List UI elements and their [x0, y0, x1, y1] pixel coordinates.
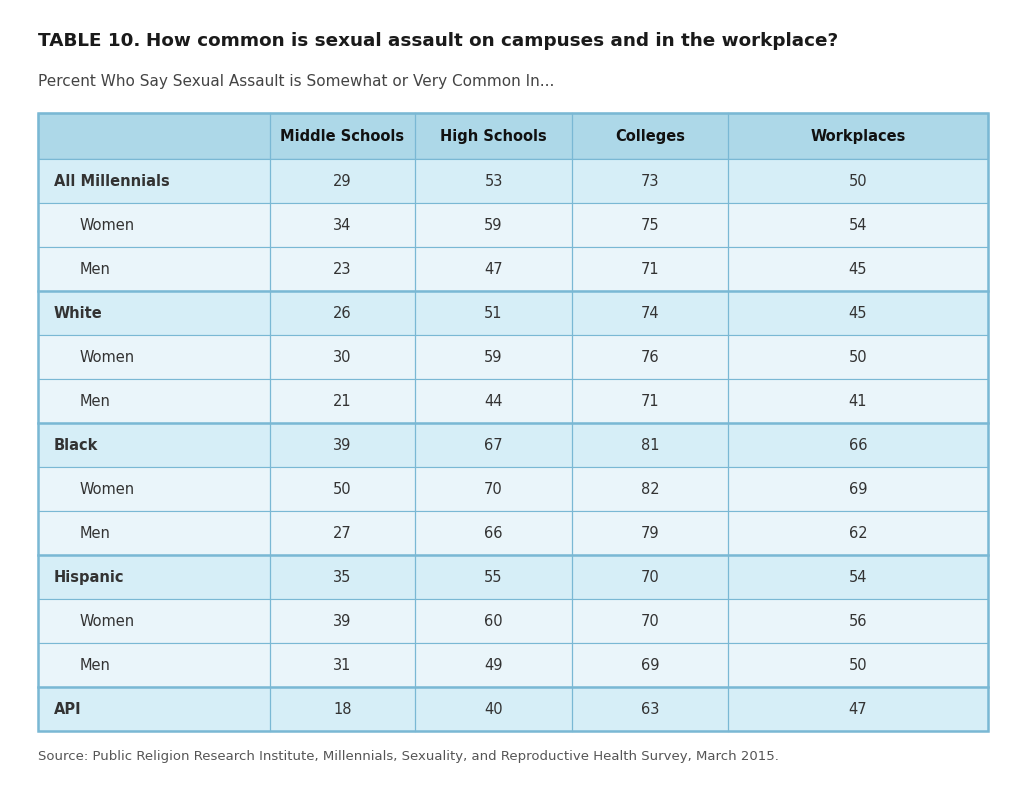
Text: 41: 41: [849, 394, 867, 409]
Text: 49: 49: [484, 658, 503, 673]
Text: Women: Women: [80, 482, 135, 497]
Text: 39: 39: [334, 438, 351, 453]
Text: White: White: [54, 306, 102, 321]
Bar: [38, 643, 988, 687]
Text: 69: 69: [641, 658, 659, 673]
Text: 73: 73: [641, 174, 659, 190]
Text: 67: 67: [484, 438, 503, 453]
Text: 82: 82: [641, 482, 659, 497]
Bar: [38, 556, 988, 599]
Bar: [38, 291, 988, 336]
Text: 62: 62: [849, 526, 867, 541]
Text: How common is sexual assault on campuses and in the workplace?: How common is sexual assault on campuses…: [145, 32, 838, 50]
Text: 54: 54: [849, 218, 867, 233]
Text: 26: 26: [333, 306, 352, 321]
Text: 63: 63: [641, 702, 659, 716]
Text: Colleges: Colleges: [615, 129, 685, 145]
Text: 45: 45: [849, 306, 867, 321]
Text: Men: Men: [80, 394, 111, 409]
Text: 31: 31: [334, 658, 351, 673]
Text: 18: 18: [333, 702, 352, 716]
Text: 23: 23: [333, 262, 352, 277]
Text: 30: 30: [333, 350, 352, 365]
Text: 55: 55: [484, 570, 503, 585]
Text: 53: 53: [484, 174, 503, 190]
Bar: [38, 599, 988, 643]
Text: 21: 21: [333, 394, 352, 409]
Text: Source: Public Religion Research Institute, Millennials, Sexuality, and Reproduc: Source: Public Religion Research Institu…: [38, 749, 779, 762]
Text: 59: 59: [484, 218, 503, 233]
Text: 70: 70: [641, 570, 659, 585]
Text: 54: 54: [849, 570, 867, 585]
Text: High Schools: High Schools: [440, 129, 547, 145]
Text: 47: 47: [849, 702, 867, 716]
Bar: [38, 204, 988, 247]
Bar: [38, 423, 988, 467]
Text: Men: Men: [80, 262, 111, 277]
Text: TABLE 10.: TABLE 10.: [38, 32, 154, 50]
Text: Black: Black: [54, 438, 98, 453]
Bar: [38, 512, 988, 556]
Text: All Millennials: All Millennials: [54, 174, 170, 190]
Text: 71: 71: [641, 262, 659, 277]
Text: Women: Women: [80, 350, 135, 365]
Text: 44: 44: [484, 394, 503, 409]
Text: 39: 39: [334, 613, 351, 629]
Text: 50: 50: [849, 174, 867, 190]
Text: Hispanic: Hispanic: [54, 570, 125, 585]
Bar: [38, 336, 988, 380]
Bar: [38, 114, 988, 160]
Text: 66: 66: [849, 438, 867, 453]
Text: 50: 50: [849, 658, 867, 673]
Text: 76: 76: [641, 350, 659, 365]
Bar: [38, 114, 988, 731]
Bar: [38, 160, 988, 204]
Text: 27: 27: [333, 526, 352, 541]
Bar: [38, 467, 988, 512]
Text: 70: 70: [484, 482, 503, 497]
Text: 51: 51: [484, 306, 503, 321]
Text: Women: Women: [80, 613, 135, 629]
Text: 71: 71: [641, 394, 659, 409]
Text: Men: Men: [80, 658, 111, 673]
Text: 47: 47: [484, 262, 503, 277]
Bar: [38, 247, 988, 291]
Text: 74: 74: [641, 306, 659, 321]
Text: 34: 34: [334, 218, 351, 233]
Text: Women: Women: [80, 218, 135, 233]
Text: 69: 69: [849, 482, 867, 497]
Text: 75: 75: [641, 218, 659, 233]
Text: Middle Schools: Middle Schools: [281, 129, 404, 145]
Text: Workplaces: Workplaces: [810, 129, 905, 145]
Text: 50: 50: [849, 350, 867, 365]
Text: 79: 79: [641, 526, 659, 541]
Bar: [38, 380, 988, 423]
Text: Percent Who Say Sexual Assault is Somewhat or Very Common In...: Percent Who Say Sexual Assault is Somewh…: [38, 74, 554, 89]
Text: 60: 60: [484, 613, 503, 629]
Bar: [38, 687, 988, 731]
Text: 56: 56: [849, 613, 867, 629]
Text: 35: 35: [334, 570, 351, 585]
Text: API: API: [54, 702, 82, 716]
Text: 81: 81: [641, 438, 659, 453]
Text: 70: 70: [641, 613, 659, 629]
Text: 59: 59: [484, 350, 503, 365]
Text: 29: 29: [333, 174, 352, 190]
Text: 45: 45: [849, 262, 867, 277]
Text: Men: Men: [80, 526, 111, 541]
Text: 66: 66: [484, 526, 503, 541]
Text: 40: 40: [484, 702, 503, 716]
Text: 50: 50: [333, 482, 352, 497]
